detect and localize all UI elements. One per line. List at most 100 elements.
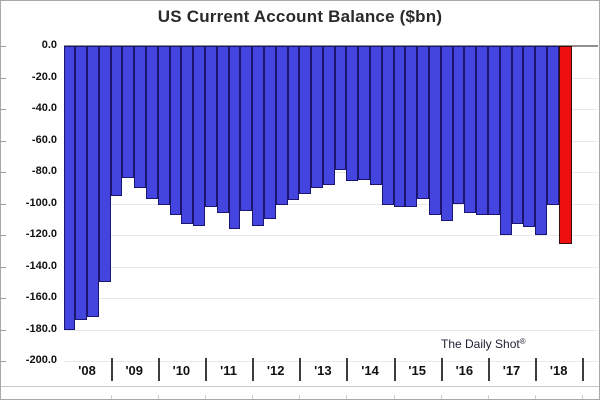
bar (311, 46, 323, 188)
bar (476, 46, 488, 215)
bar (452, 46, 465, 204)
bar (417, 46, 429, 199)
bar (511, 46, 524, 224)
y-axis-tick (1, 329, 6, 331)
bar (546, 46, 559, 206)
x-tick-label: '18 (549, 363, 568, 378)
y-axis-tick (1, 266, 6, 268)
bar (228, 46, 241, 229)
bar (523, 46, 536, 228)
x-tick-label: '16 (455, 363, 474, 378)
bar (63, 46, 76, 330)
bar (240, 46, 253, 212)
y-tick-label: 0.0 (41, 39, 57, 51)
bar-highlight-latest (558, 46, 572, 245)
y-axis-tick (1, 203, 6, 205)
gridline (63, 235, 598, 236)
axis-bottom-line (1, 386, 599, 387)
x-tick-label: '11 (220, 363, 237, 378)
source-text: The Daily Shot (441, 337, 520, 351)
bar (216, 46, 229, 213)
year-separator-tick (299, 358, 302, 381)
bottom-edge-tick (299, 395, 301, 399)
bar (370, 46, 382, 185)
bar (110, 46, 123, 196)
bar (393, 46, 406, 207)
bar (405, 46, 418, 207)
gridline (63, 329, 598, 331)
bar (487, 46, 500, 215)
bottom-edge-tick (535, 395, 537, 399)
year-separator-tick (157, 358, 160, 381)
bottom-edge-tick (440, 395, 442, 399)
y-tick-label: -80.0 (31, 165, 57, 177)
y-tick-label: -180.0 (25, 322, 57, 335)
y-axis-tick (1, 172, 6, 173)
gridline (63, 203, 598, 205)
bar (358, 46, 371, 180)
y-tick-label: -120.0 (25, 228, 57, 240)
gridline (63, 361, 598, 362)
year-separator-tick (487, 358, 490, 381)
x-tick-label: '12 (266, 363, 285, 378)
y-axis-tick (1, 361, 6, 362)
bar (535, 46, 547, 235)
bar (252, 46, 264, 226)
source-label: The Daily Shot® (441, 337, 526, 351)
bar (440, 46, 453, 221)
bar (275, 46, 288, 206)
y-axis-tick (1, 140, 6, 142)
bar (428, 46, 441, 215)
bar (134, 46, 147, 188)
bar (204, 46, 217, 207)
x-tick-label: '13 (314, 363, 332, 378)
bar (87, 46, 99, 317)
year-separator-tick (252, 358, 255, 381)
y-tick-label: -160.0 (25, 291, 57, 303)
registered-mark-icon: ® (519, 337, 526, 346)
bar (98, 46, 111, 283)
gridline (63, 298, 598, 299)
bottom-edge-tick (252, 395, 254, 399)
x-tick-label: '14 (361, 363, 379, 378)
year-separator-tick (440, 358, 443, 381)
bar (169, 46, 182, 215)
y-axis-tick (1, 109, 6, 110)
bar (381, 46, 394, 206)
bar (464, 46, 477, 213)
year-separator-tick (535, 358, 538, 381)
bar (122, 46, 135, 179)
x-tick-label: '10 (172, 363, 191, 378)
y-tick-label: -40.0 (31, 102, 57, 114)
bar (334, 46, 347, 171)
y-axis-tick (1, 77, 6, 79)
y-axis-tick (1, 235, 6, 236)
bottom-edge-tick (157, 395, 159, 399)
bar (181, 46, 194, 224)
y-tick-label: -100.0 (25, 196, 57, 209)
bottom-edge-tick (487, 395, 489, 399)
bar (263, 46, 276, 220)
bottom-edge-tick (582, 395, 584, 399)
bar (157, 46, 170, 206)
gridline (63, 266, 598, 268)
bar (146, 46, 158, 199)
y-axis-tick (1, 46, 6, 47)
x-tick-label: '15 (408, 363, 426, 378)
bottom-edge-tick (204, 395, 206, 399)
bar (346, 46, 359, 182)
year-separator-tick (346, 358, 349, 381)
y-axis-tick (1, 298, 6, 299)
y-tick-label: -140.0 (25, 259, 57, 272)
bar (322, 46, 335, 185)
y-tick-label: -200.0 (25, 354, 57, 366)
year-separator-tick (393, 358, 396, 381)
bottom-edge-tick (346, 395, 348, 399)
year-separator-tick (204, 358, 207, 381)
y-tick-label: -60.0 (31, 133, 57, 146)
chart-title: US Current Account Balance ($bn) (157, 7, 443, 26)
bar (299, 46, 312, 195)
bar (193, 46, 205, 226)
x-tick-label: '08 (78, 363, 96, 378)
